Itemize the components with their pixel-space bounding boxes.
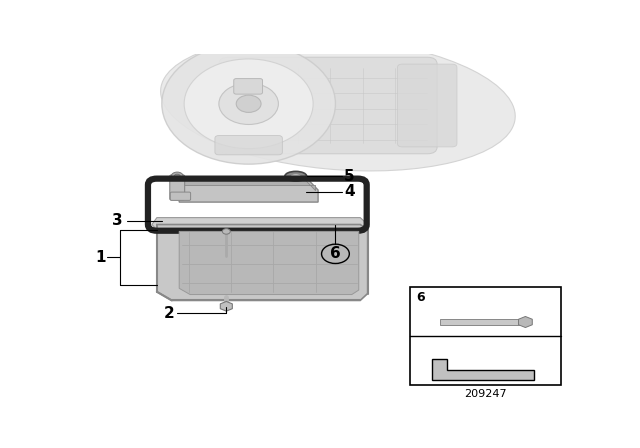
Ellipse shape <box>161 37 515 171</box>
FancyBboxPatch shape <box>170 192 191 200</box>
Polygon shape <box>152 218 367 230</box>
FancyBboxPatch shape <box>219 57 437 154</box>
Polygon shape <box>220 302 232 311</box>
Polygon shape <box>179 180 318 202</box>
Text: 4: 4 <box>344 184 355 199</box>
Polygon shape <box>184 181 316 191</box>
FancyBboxPatch shape <box>397 64 457 147</box>
Bar <box>410 287 561 385</box>
FancyBboxPatch shape <box>234 78 262 94</box>
FancyBboxPatch shape <box>170 175 185 200</box>
Circle shape <box>222 228 230 234</box>
Circle shape <box>174 174 180 178</box>
Text: 6: 6 <box>417 291 425 304</box>
Polygon shape <box>432 359 534 380</box>
Text: 3: 3 <box>113 213 123 228</box>
Ellipse shape <box>291 174 301 179</box>
Polygon shape <box>179 232 359 294</box>
Polygon shape <box>518 316 532 327</box>
Circle shape <box>172 172 183 181</box>
Text: 2: 2 <box>164 306 175 321</box>
Circle shape <box>184 59 313 149</box>
Text: 6: 6 <box>330 246 341 261</box>
Text: 5: 5 <box>344 169 355 184</box>
Ellipse shape <box>285 172 307 181</box>
Text: 209247: 209247 <box>464 388 507 399</box>
FancyBboxPatch shape <box>215 135 282 155</box>
Circle shape <box>219 83 278 125</box>
Polygon shape <box>157 224 367 301</box>
Text: 1: 1 <box>95 250 106 265</box>
Circle shape <box>162 43 335 164</box>
Bar <box>440 319 519 325</box>
Circle shape <box>236 95 261 112</box>
